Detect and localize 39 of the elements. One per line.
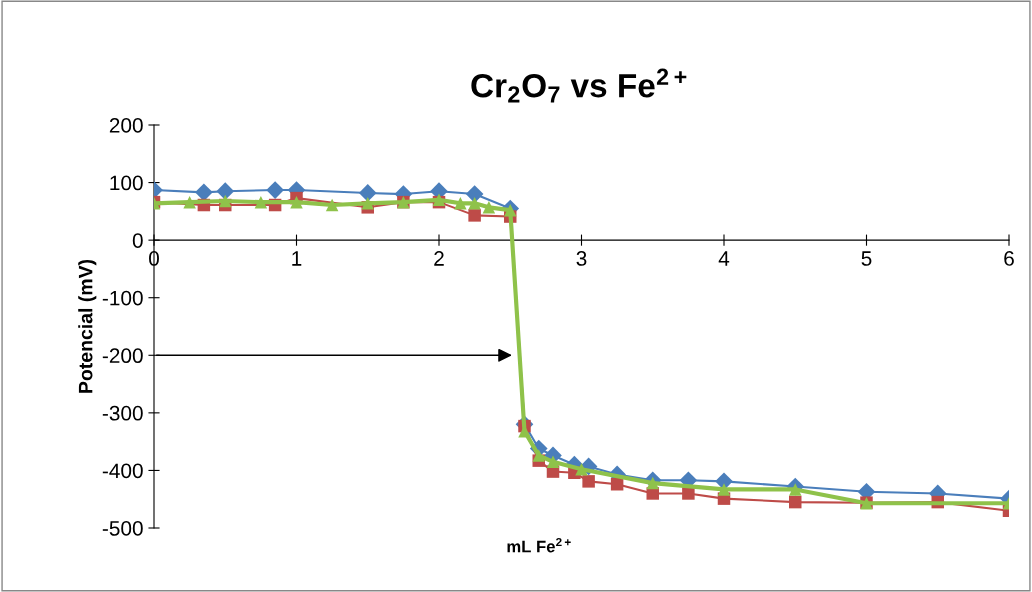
point — [546, 455, 560, 469]
y-tick-label: -400 — [102, 463, 143, 479]
x-tick-label: 6 — [1004, 251, 1014, 266]
point — [532, 449, 545, 462]
point — [454, 197, 467, 210]
point — [361, 197, 374, 210]
chart-title: Cr$_{2}$O$_{7}$ vs Fe$^{2+}$ — [471, 68, 687, 103]
y-tick-label: -300 — [102, 405, 143, 421]
y-tick-label: 100 — [110, 175, 143, 191]
x-tick-label: 3 — [576, 251, 587, 266]
y-tick-label: -500 — [102, 521, 143, 536]
point — [482, 201, 496, 214]
point — [646, 476, 659, 490]
point — [468, 209, 481, 222]
x-tick-label: 1 — [292, 251, 302, 266]
point — [219, 194, 232, 208]
point — [266, 181, 284, 199]
point — [254, 195, 268, 209]
y-tick-label: -100 — [102, 290, 143, 306]
x-axis-title: mL Fe$^{2+}$ — [507, 537, 571, 553]
point — [290, 195, 303, 209]
point — [465, 185, 484, 203]
y-axis-title: Potencial (mV) — [78, 259, 97, 393]
point — [717, 483, 731, 496]
point — [789, 495, 802, 509]
y-tick-label: -200 — [102, 348, 143, 364]
point — [216, 182, 235, 201]
x-tick-label: 4 — [718, 251, 730, 266]
point — [183, 195, 196, 209]
point — [575, 463, 588, 476]
point — [504, 203, 517, 217]
point — [325, 198, 339, 212]
point — [582, 475, 595, 488]
y-tick-label: 200 — [109, 118, 143, 133]
point — [468, 197, 481, 210]
y-tick-label: 0 — [132, 233, 143, 248]
x-tick-label: 2 — [434, 251, 444, 266]
x-tick-label: 5 — [861, 251, 872, 266]
point — [358, 184, 377, 202]
